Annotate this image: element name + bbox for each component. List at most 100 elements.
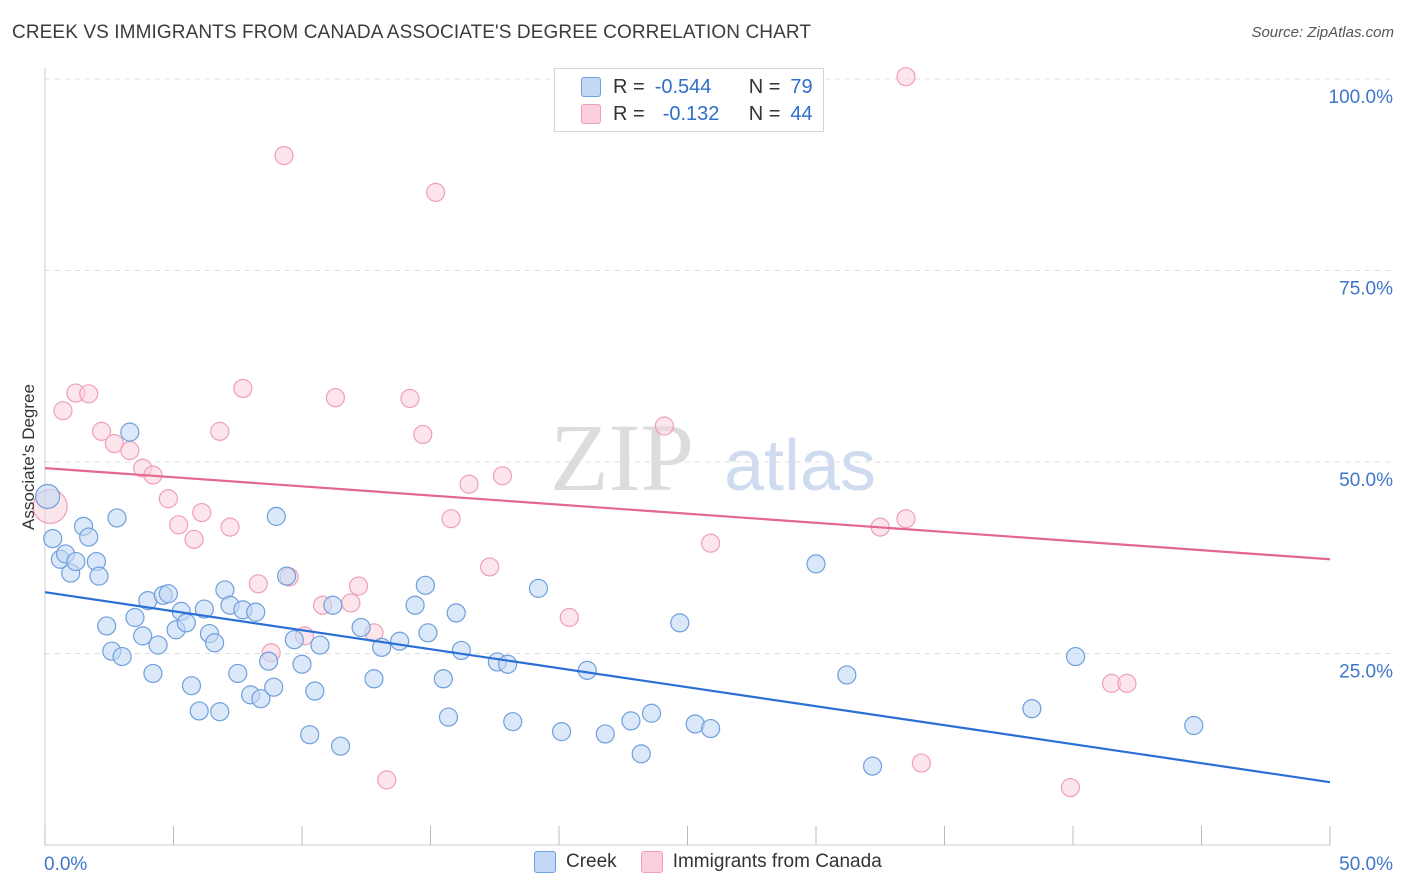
canada-point [426,182,446,202]
creek-point [89,566,109,586]
source-label: Source: ZipAtlas.com [1251,24,1394,41]
creek-point [1184,715,1204,736]
creek-point [181,676,202,696]
canada-point [400,388,420,409]
y-tick-label: 75.0% [1339,279,1393,300]
creek-point [405,595,425,615]
canada-point [348,576,369,596]
chart-title: CREEK VS IMMIGRANTS FROM CANADA ASSOCIAT… [12,22,812,43]
n-value: 79 [790,75,813,98]
creek-point [107,508,127,528]
canada-point [1060,777,1081,798]
creek-point [79,527,99,547]
canada-point [210,421,230,441]
creek-point [551,722,572,742]
creek-point [310,635,330,655]
creek-point [351,617,371,638]
creek-point [43,528,63,549]
creek-point [97,616,117,636]
creek-point [148,635,168,655]
canada-point [896,67,916,87]
legend-row-canada: R = -0.132 N = 44 [581,101,813,127]
creek-point [1065,646,1086,667]
creek-point [264,677,284,697]
canada-point [377,770,397,790]
canada-point [274,146,294,166]
creek-point [112,646,132,667]
creek-point [210,702,230,722]
canada-point [559,607,579,628]
creek-point [120,422,140,442]
r-value: -0.544 [654,75,712,98]
creek-point [595,724,615,744]
stats-legend: R = -0.544 N = 79 R = -0.132 N = 44 [554,68,824,132]
creek-point [451,640,471,661]
n-value: 44 [790,102,813,125]
series-legend: Creek Immigrants from Canada [534,851,906,873]
canada-point [911,753,931,773]
creek-swatch [534,851,556,873]
canada-point [120,440,140,461]
legend-item-creek: Creek [534,851,617,873]
creek-point [305,681,325,701]
creek-point [176,613,196,633]
creek-point [498,654,518,674]
canada-trend-line [44,467,1331,561]
creek-point [125,607,145,628]
creek-point [418,623,438,643]
creek-point [266,506,286,526]
n-label: N = [748,75,781,98]
creek-point [251,689,271,709]
canada-point [233,378,253,399]
creek-point [300,725,320,745]
canada-point [654,416,674,436]
n-label: N = [748,102,781,125]
y-axis-label: Associate's Degree [19,384,38,530]
creek-point [670,613,690,633]
canada-point [53,401,73,421]
canada-point [158,489,178,509]
zipatlas-watermark: ZIP atlas [550,404,876,511]
creek-point [258,651,279,671]
creek-point [503,712,523,732]
creek-point [528,578,549,598]
canada-point [192,502,212,523]
canada-point [1117,673,1137,693]
canada-point [480,557,500,577]
canada-point [441,509,461,529]
creek-point [1022,699,1042,719]
legend-label-creek: Creek [566,851,617,872]
y-tick-label: 25.0% [1339,662,1393,683]
x-tick-label: 50.0% [1339,854,1393,875]
canada-point [248,574,268,594]
canada-point [701,533,721,553]
creek-point [433,669,453,689]
canada-point [459,474,479,494]
canada-point [325,388,346,408]
canada-point [413,424,433,445]
legend-label-canada: Immigrants from Canada [672,851,882,872]
creek-point [390,631,410,651]
creek-point [276,566,297,586]
watermark-atlas: atlas [724,426,876,506]
legend-item-canada: Immigrants from Canada [640,851,882,873]
creek-point [189,701,209,721]
creek-point [292,654,312,674]
creek-point [438,707,459,727]
y-tick-label: 50.0% [1339,470,1393,491]
canada-point [91,421,112,441]
canada-point [341,593,361,613]
r-label: R = [613,102,645,125]
creek-point [284,630,304,650]
creek-point [133,626,153,646]
gridlines [45,78,1392,654]
trend-lines [44,467,1331,784]
creek-point [66,551,86,572]
creek-point [701,718,721,739]
creek-point [631,744,651,764]
creek-point [621,711,641,731]
creek-point [837,665,857,685]
y-tick-label: 100.0% [1329,87,1394,108]
canada-point [492,466,513,486]
